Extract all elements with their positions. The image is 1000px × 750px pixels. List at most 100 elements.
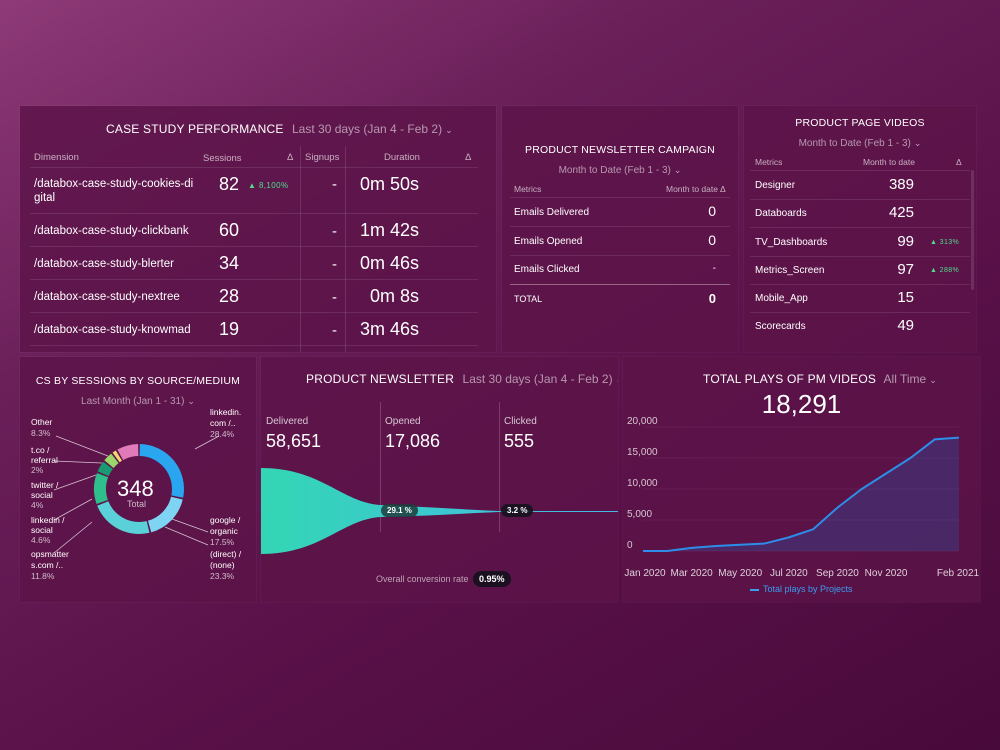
leader-line (194, 435, 220, 450)
donut-segment[interactable] (139, 444, 184, 498)
row-value: 15 (897, 289, 914, 306)
label-other: Other 8.3% (31, 417, 53, 438)
conversion-value: 0.95% (479, 574, 505, 584)
leader-line (53, 474, 97, 491)
x-tick-label: Nov 2020 (865, 568, 908, 579)
row-duration: 0m 8s (369, 286, 419, 306)
series-line (643, 436, 960, 552)
rate-badge: 3.2 % (501, 504, 534, 517)
col-duration: Duration (384, 152, 420, 163)
pm-videos-total: 18,291 (761, 389, 842, 419)
header-divider (30, 167, 478, 168)
row-value: 99 (897, 233, 914, 250)
total-divider (510, 284, 730, 285)
newsletter-title: PRODUCT NEWSLETTER (306, 372, 455, 386)
row-metric: Emails Delivered (514, 207, 590, 218)
newsletter-range[interactable]: Last 30 days (Jan 4 - Feb 2) (462, 372, 613, 386)
x-tick-label: Jan 2020 (624, 568, 666, 579)
row-dimension: /databox-case-study-cookies-digital (34, 178, 194, 204)
row-metric: Mobile_App (755, 293, 808, 304)
row-change: ▲ 8,100% (248, 181, 289, 190)
row-duration: 1m 42s (359, 220, 419, 240)
row-metric: Designer (755, 180, 796, 191)
donut-segment[interactable] (104, 453, 119, 468)
leader-line (53, 521, 93, 554)
label-direct: (direct) / (none) 23.3% (210, 549, 242, 581)
scrollbar[interactable] (971, 170, 974, 290)
col-dimension: Dimension (34, 152, 79, 163)
row-sessions: 60 (219, 220, 240, 240)
row-value: - (712, 263, 716, 274)
total-label: TOTAL (514, 294, 543, 304)
row-divider (30, 345, 478, 346)
col-signups: Signups (305, 152, 340, 163)
stage-delivered-value: 58,651 (266, 431, 322, 451)
col-mtd: Month to date (863, 157, 915, 167)
chevron-down-icon[interactable]: ⌄ (445, 125, 453, 135)
col-delta2: Δ (465, 152, 472, 163)
campaign-range[interactable]: Month to Date (Feb 1 - 3) (558, 165, 671, 176)
donut-segment[interactable] (97, 501, 150, 534)
donut-chart (53, 435, 220, 554)
chevron-down-icon[interactable]: ⌄ (913, 138, 922, 148)
col-metrics: Metrics (514, 184, 542, 194)
rate-opened: 29.1 % (387, 506, 412, 515)
row-divider (30, 246, 478, 247)
chevron-down-icon[interactable]: ⌄ (929, 375, 937, 385)
row-divider (750, 284, 970, 285)
legend-swatch (750, 588, 759, 591)
row-divider (30, 213, 478, 214)
stage-divider (380, 402, 381, 532)
donut-segment[interactable] (147, 496, 183, 533)
chevron-down-icon[interactable]: ⌄ (187, 396, 195, 406)
col-mtd: Month to date (666, 184, 718, 194)
row-metric: Databoards (755, 208, 807, 219)
row-divider (510, 226, 730, 227)
x-tick-label: Feb 2021 (937, 568, 980, 579)
row-value: 389 (888, 176, 914, 193)
area-chart: 20,000 15,000 10,000 5,000 0 Jan 2020 Mar 2020… (624, 416, 980, 579)
row-divider (750, 199, 970, 200)
row-sessions: 82 (219, 174, 240, 194)
row-value: 0 (708, 232, 716, 248)
row-duration: 0m 46s (359, 253, 419, 273)
row-signups: - (332, 289, 337, 306)
donut-segment[interactable] (97, 461, 113, 477)
col-delta: Δ (956, 157, 962, 167)
videos-range[interactable]: Month to Date (Feb 1 - 3) (798, 138, 911, 149)
case-study-title: CASE STUDY PERFORMANCE (106, 122, 284, 136)
stage-opened-value: 17,086 (385, 431, 441, 451)
leader-line (55, 435, 109, 457)
total-value: 0 (708, 291, 716, 306)
chart-legend[interactable]: Total plays by Projects (750, 584, 853, 594)
row-change: ▲ 288% (930, 267, 960, 274)
rate-badge: 29.1 % (381, 504, 418, 517)
chevron-down-icon[interactable]: ⌄ (673, 165, 682, 175)
y-tick-label: 20,000 (627, 416, 658, 427)
row-metric: TV_Dashboards (755, 237, 828, 248)
pm-videos-range[interactable]: All Time (883, 372, 927, 386)
label-linkedin-com: linkedin. com /.. 28.4% (210, 407, 242, 439)
y-tick-label: 10,000 (627, 478, 658, 489)
source-range[interactable]: Last Month (Jan 1 - 31) (81, 396, 185, 407)
donut-segment[interactable] (112, 450, 122, 463)
row-duration: 3m 46s (359, 319, 419, 339)
col-delta: Δ (720, 184, 726, 194)
col-metrics: Metrics (755, 157, 783, 167)
row-dimension: /databox-case-study-blerter (34, 258, 174, 270)
rate-clicked: 3.2 % (507, 506, 528, 515)
y-tick-label: 0 (627, 540, 633, 551)
row-dimension: /databox-case-study-nextree (34, 291, 180, 303)
row-divider (30, 312, 478, 313)
chevron-down-icon[interactable]: ⌄ (616, 375, 618, 385)
donut-segment[interactable] (117, 444, 139, 461)
row-sessions: 28 (219, 286, 240, 306)
case-study-range[interactable]: Last 30 days (Jan 4 - Feb 2) (292, 122, 443, 136)
stage-divider (499, 402, 500, 532)
leader-line (53, 460, 103, 464)
row-signups: - (332, 176, 337, 193)
conversion-label: Overall conversion rate (376, 574, 469, 584)
leader-line (53, 498, 93, 521)
donut-segment[interactable] (94, 473, 109, 505)
row-metric: Metrics_Screen (755, 265, 825, 276)
